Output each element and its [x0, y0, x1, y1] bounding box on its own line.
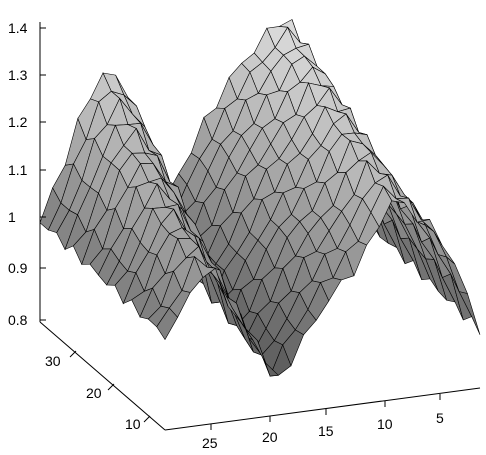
x-tick-label: 20 — [262, 429, 278, 445]
z-tick-label: 1.4 — [8, 20, 28, 36]
z-tick-label: 1.1 — [8, 162, 28, 178]
y-tick-label: 20 — [86, 385, 102, 401]
surface-mesh — [39, 19, 481, 377]
x-tick-label: 5 — [436, 410, 444, 426]
x-tick-label: 25 — [202, 435, 218, 451]
z-tick-label: 0.9 — [8, 260, 28, 276]
z-tick-label: 1 — [8, 209, 16, 225]
y-tick-label: 10 — [125, 416, 141, 432]
z-tick-marks — [40, 27, 46, 321]
z-tick-label: 1.2 — [8, 114, 28, 130]
x-tick-label: 15 — [318, 423, 334, 439]
surface-patch — [156, 307, 178, 341]
z-tick-label: 1.3 — [8, 67, 28, 83]
y-tick-label: 30 — [45, 353, 61, 369]
z-tick-label: 0.8 — [8, 312, 28, 328]
x-axis: 25 20 15 10 5 — [164, 387, 481, 451]
x-tick-label: 10 — [377, 416, 393, 432]
z-axis: 1.4 1.3 1.2 1.1 1 0.9 0.8 — [8, 20, 46, 328]
y-axis: 30 20 10 — [39, 321, 166, 432]
